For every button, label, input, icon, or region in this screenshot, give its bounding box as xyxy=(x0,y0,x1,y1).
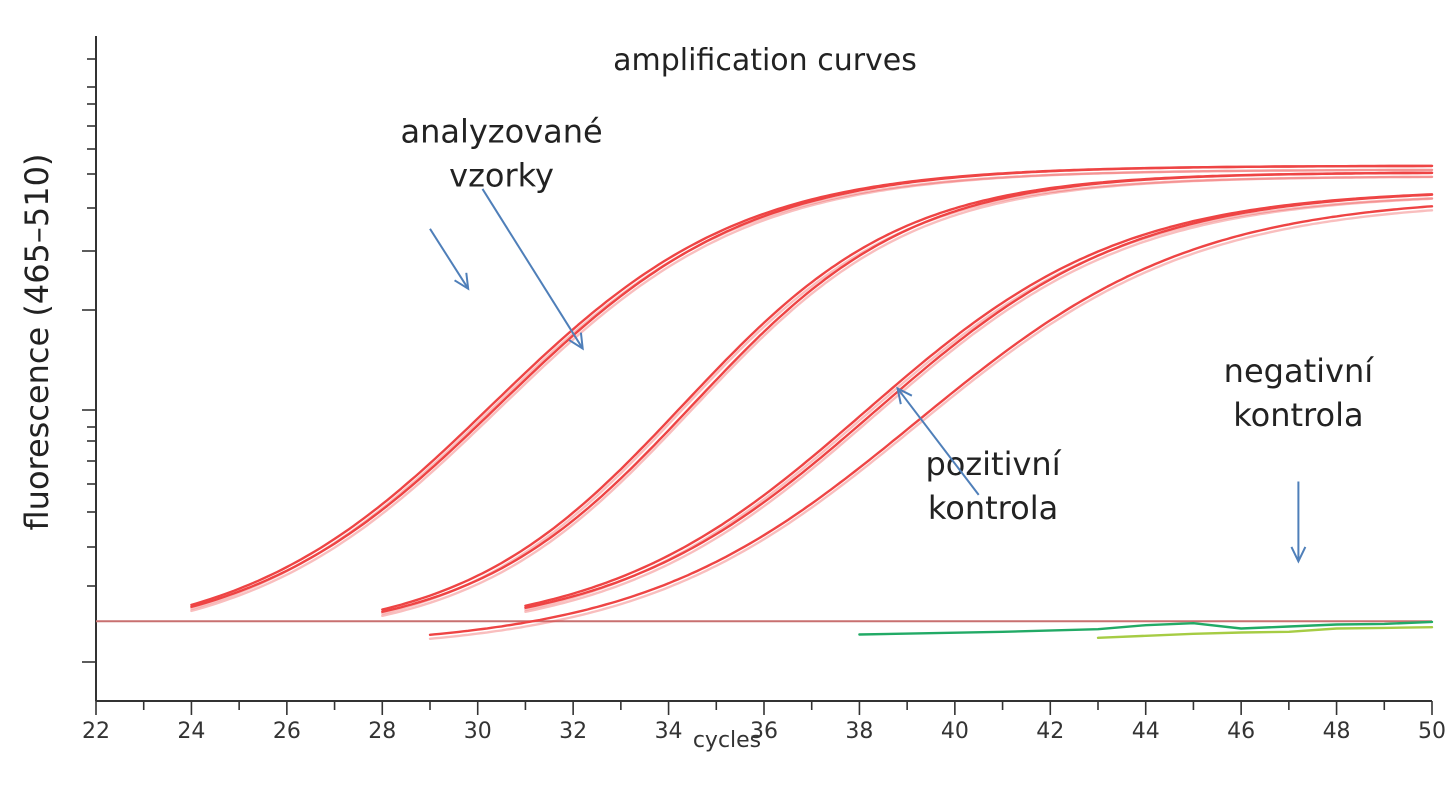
arrow-head xyxy=(568,332,584,351)
positive-control-curve xyxy=(524,193,1434,609)
sample-curve xyxy=(381,171,1434,613)
annotation-text: kontrola xyxy=(1233,396,1363,434)
curve-replicate-trace xyxy=(428,209,1434,640)
x-tick-label: 48 xyxy=(1323,719,1351,744)
sample-curve xyxy=(190,164,1434,609)
x-axis-ticks: 22 24 26 28 30 32 34 36 38 40 42 44 46 48 50 xyxy=(82,701,1446,744)
curve-replicate-trace xyxy=(381,175,1434,617)
annotation-arrow xyxy=(896,387,980,496)
x-tick-label: 42 xyxy=(1036,719,1064,744)
arrow-head xyxy=(896,386,913,405)
x-tick-label: 32 xyxy=(559,719,587,744)
x-tick-label: 50 xyxy=(1418,719,1446,744)
positive-control-curve xyxy=(428,205,1434,636)
x-tick-label: 38 xyxy=(845,719,873,744)
x-tick-label: 22 xyxy=(82,719,110,744)
arrow-head xyxy=(454,272,470,291)
curve-replicate-trace xyxy=(524,197,1434,613)
curve-replicate-trace xyxy=(190,168,1434,613)
negative-control-curve xyxy=(1096,626,1434,639)
annotation-text: negativní xyxy=(1224,352,1375,390)
x-axis-label: cycles xyxy=(693,728,761,753)
x-tick-label: 28 xyxy=(368,719,396,744)
arrow-head xyxy=(1290,546,1307,564)
chart-title: amplification curves xyxy=(613,43,917,78)
annotation-text: pozitivní xyxy=(925,445,1061,483)
annotation-text: kontrola xyxy=(928,489,1058,527)
annotation-text: analyzované xyxy=(400,112,602,150)
x-tick-label: 26 xyxy=(273,719,301,744)
annotation-arrow xyxy=(481,188,584,350)
y-axis-label: fluorescence (465–510) xyxy=(18,154,56,531)
x-tick-label: 40 xyxy=(941,719,969,744)
annotations: analyzované vzorky pozitivní kontrola negati… xyxy=(400,112,1375,564)
x-tick-label: 30 xyxy=(464,719,492,744)
x-tick-label: 36 xyxy=(750,719,778,744)
negative-control-curve xyxy=(858,620,1434,636)
annotation-text: vzorky xyxy=(449,156,554,194)
x-tick-label: 44 xyxy=(1132,719,1160,744)
annotation-arrow xyxy=(429,228,470,290)
x-tick-label: 46 xyxy=(1227,719,1255,744)
amplification-curves xyxy=(190,164,1434,640)
curve-replicate-trace xyxy=(190,168,1434,611)
x-tick-label: 24 xyxy=(177,719,205,744)
x-tick-label: 34 xyxy=(655,719,683,744)
y-axis-ticks xyxy=(82,58,96,663)
